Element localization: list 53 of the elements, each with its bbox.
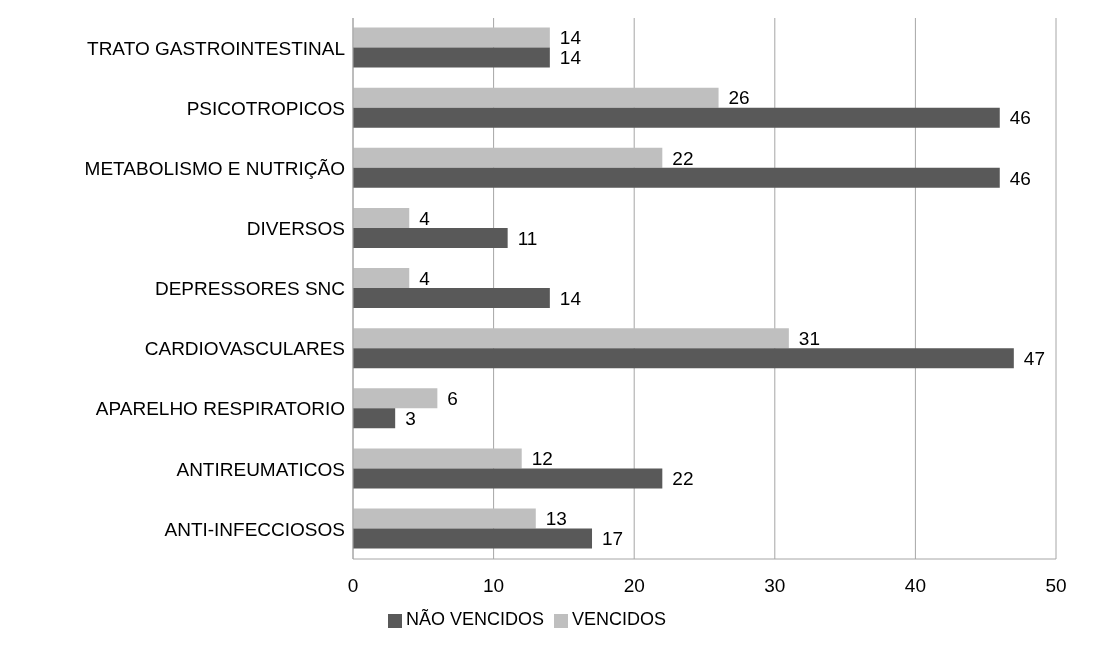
bar <box>353 288 550 309</box>
data-label: 14 <box>559 47 582 69</box>
y-tick-label: DEPRESSORES SNC <box>154 278 345 300</box>
data-label: 14 <box>559 27 582 49</box>
bar <box>353 348 1014 369</box>
bar <box>353 87 719 108</box>
bar <box>353 468 663 489</box>
bar <box>353 107 1000 128</box>
x-tick-label: 0 <box>347 575 359 597</box>
data-label: 6 <box>447 388 458 410</box>
bar <box>353 207 410 228</box>
y-tick-label: CARDIOVASCULARES <box>144 338 345 360</box>
data-label: 11 <box>517 227 538 249</box>
legend-label: NÃO VENCIDOS <box>405 609 544 629</box>
data-label: 26 <box>728 87 750 109</box>
bar <box>353 328 789 349</box>
data-label: 22 <box>672 147 694 169</box>
x-tick-label: 20 <box>623 575 645 597</box>
data-label: 14 <box>559 287 582 309</box>
bar <box>353 47 550 68</box>
data-label: 47 <box>1023 347 1045 369</box>
bar <box>353 528 593 549</box>
y-tick-label: ANTI-INFECCIOSOS <box>164 518 345 540</box>
bar <box>353 227 508 248</box>
data-label: 22 <box>672 468 694 490</box>
data-label: 4 <box>419 207 431 229</box>
x-tick-label: 50 <box>1045 575 1067 597</box>
data-label: 12 <box>531 448 553 470</box>
data-label: 31 <box>798 327 820 349</box>
bar <box>353 268 410 289</box>
data-label: 46 <box>1009 107 1031 129</box>
y-tick-label: ANTIREUMATICOS <box>176 458 345 480</box>
y-tick-label: PSICOTROPICOS <box>186 97 345 119</box>
data-label: 13 <box>545 508 567 530</box>
data-label: 4 <box>419 267 431 289</box>
x-tick-label: 30 <box>764 575 786 597</box>
bar <box>353 408 396 429</box>
y-tick-label: METABOLISMO E NUTRIÇÃO <box>84 158 345 180</box>
y-tick-label: TRATO GASTROINTESTINAL <box>87 37 345 59</box>
bar <box>353 147 663 168</box>
bar <box>353 27 550 48</box>
data-label: 46 <box>1009 167 1031 189</box>
bar <box>353 448 522 469</box>
x-tick-label: 40 <box>904 575 926 597</box>
bar <box>353 508 536 529</box>
bar <box>353 388 438 409</box>
legend-label: VENCIDOS <box>572 609 667 629</box>
x-tick-label: 10 <box>483 575 505 597</box>
y-tick-label: APARELHO RESPIRATORIO <box>95 398 345 420</box>
y-tick-label: DIVERSOS <box>246 218 345 240</box>
data-label: 3 <box>405 408 416 430</box>
bar <box>353 167 1000 188</box>
data-label: 17 <box>602 528 624 550</box>
